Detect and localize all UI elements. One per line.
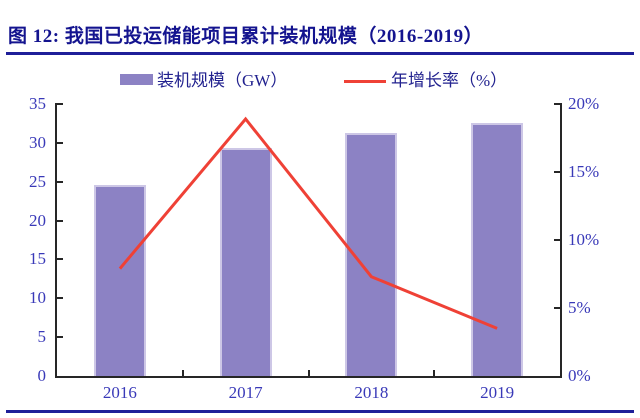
bar-2017 — [219, 147, 272, 376]
left-axis-tick — [57, 141, 63, 144]
title-divider — [6, 52, 634, 55]
left-axis-tick-label: 20 — [29, 210, 46, 230]
right-axis-tick-label: 5% — [568, 298, 591, 317]
bar-legend-label: 装机规模（GW） — [157, 71, 288, 90]
right-axis-tick-label: 15% — [568, 162, 600, 181]
right-axis-tick-label: 20% — [568, 94, 600, 113]
x-axis-category-label: 2016 — [102, 383, 137, 402]
bar-2019 — [471, 123, 524, 376]
bottom-axis — [55, 376, 562, 378]
right-axis-tick — [554, 171, 560, 173]
left-axis-tick — [57, 297, 63, 300]
left-axis-tick-label: 10 — [29, 288, 46, 308]
right-axis-tick — [554, 103, 560, 105]
x-axis-tick — [433, 370, 436, 376]
growth-line — [118, 116, 498, 330]
left-axis-tick-label: 25 — [29, 171, 46, 191]
x-axis-tick — [307, 370, 310, 376]
right-axis-tick-label: 10% — [568, 230, 600, 249]
x-axis-category-label: 2017 — [228, 383, 263, 402]
line-legend-swatch-icon — [344, 80, 386, 83]
right-axis — [560, 103, 562, 378]
x-axis-tick — [181, 370, 184, 376]
line-legend-label: 年增长率（%） — [391, 71, 508, 90]
right-axis-tick-label: 0% — [568, 366, 591, 385]
right-axis-tick — [554, 239, 560, 241]
left-axis-tick-label: 35 — [29, 94, 46, 113]
x-axis-category-label: 2018 — [354, 383, 389, 402]
bottom-divider — [6, 410, 634, 413]
right-axis-tick — [554, 307, 560, 309]
left-axis-tick — [57, 180, 63, 183]
bar-legend-swatch-icon — [120, 74, 153, 85]
left-axis-tick — [57, 219, 63, 222]
left-axis-tick-label: 0 — [37, 366, 47, 385]
growth-line-path — [118, 116, 498, 330]
x-axis-category-label: 2019 — [480, 383, 515, 402]
left-axis-tick-label: 5 — [37, 327, 47, 347]
bar-2016 — [93, 184, 146, 376]
left-axis-tick-label: 15 — [29, 249, 46, 269]
left-axis — [55, 103, 57, 378]
left-axis-tick — [57, 258, 63, 261]
figure-title: 图 12: 我国已投运储能项目累计装机规模（2016-2019） — [8, 26, 484, 47]
left-axis-tick — [57, 336, 63, 339]
plot-area — [57, 104, 560, 376]
left-axis-tick-label: 30 — [29, 132, 46, 152]
left-axis-tick — [57, 103, 63, 105]
